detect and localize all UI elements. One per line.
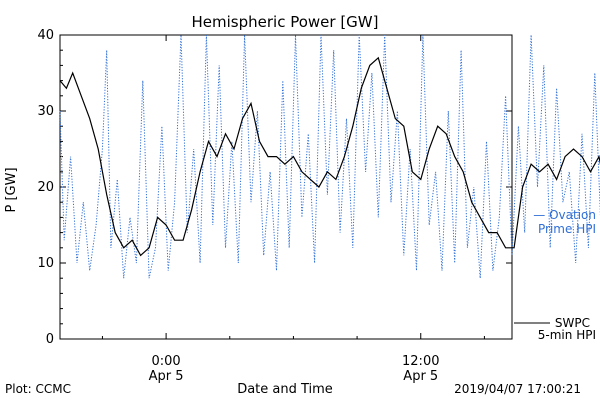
- x-tick-date: Apr 5: [403, 369, 438, 384]
- legend-ovation-line1: — Ovation: [533, 208, 596, 222]
- y-tick-label: 30: [37, 104, 54, 119]
- chart-title: Hemispheric Power [GW]: [192, 13, 379, 31]
- x-tick-time: 12:00: [402, 354, 439, 369]
- y-tick-label: 10: [37, 256, 54, 271]
- plot-credit: Plot: CCMC: [5, 382, 71, 396]
- y-tick-label: 20: [37, 180, 54, 195]
- timestamp: 2019/04/07 17:00:21: [454, 382, 581, 396]
- x-tick-time: 0:00: [152, 354, 181, 369]
- legend-ovation-line2: Prime HPI: [538, 222, 596, 236]
- legend: — Ovation Prime HPI SWPC 5-min HPI: [514, 208, 596, 342]
- x-axis-label: Date and Time: [237, 382, 333, 397]
- legend-swpc-line2: 5-min HPI: [538, 328, 596, 342]
- series-layer: [59, 34, 600, 279]
- x-tick-date: Apr 5: [149, 369, 184, 384]
- plot-frame: [59, 34, 513, 340]
- series-ovation-line: [59, 34, 600, 279]
- y-tick-label: 0: [46, 332, 54, 347]
- y-axis: 0 10 20 30 40: [37, 28, 512, 347]
- series-swpc-line: [59, 56, 600, 257]
- y-tick-label: 40: [37, 28, 54, 43]
- legend-swpc-line1: SWPC: [555, 316, 590, 330]
- y-axis-label: P [GW]: [4, 167, 19, 212]
